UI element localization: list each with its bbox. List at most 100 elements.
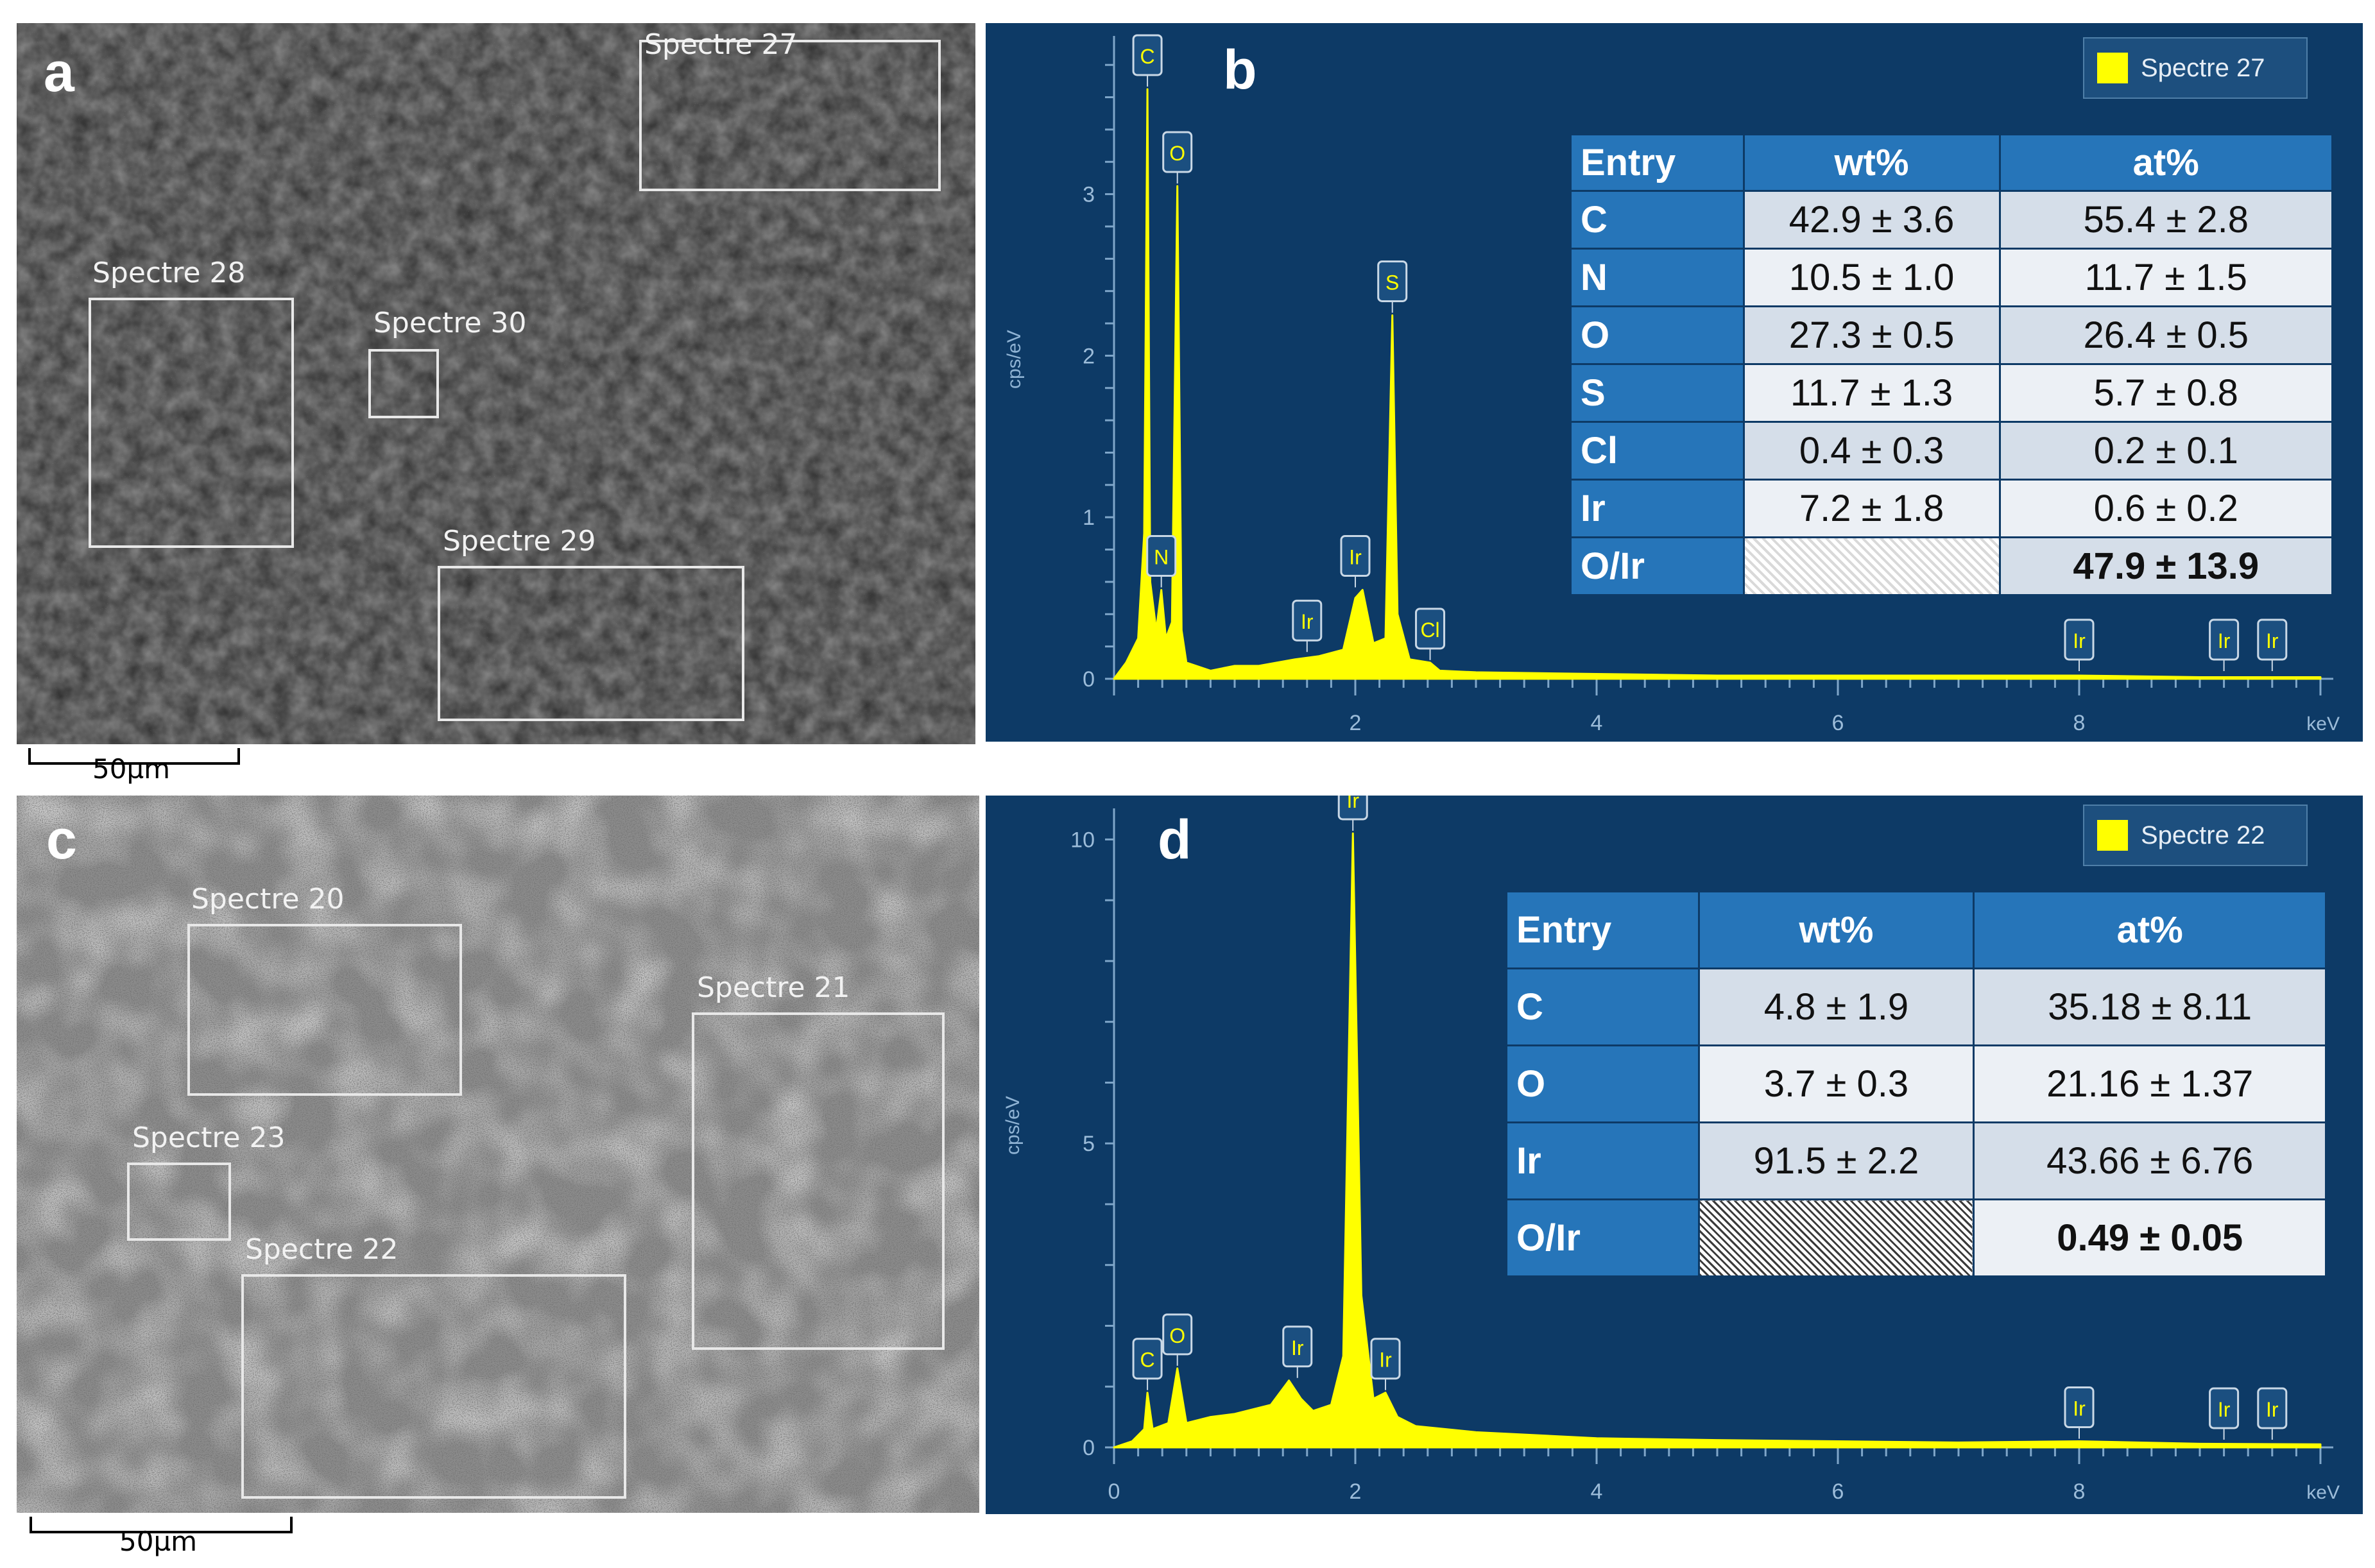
x-tick-label: 4 xyxy=(1591,711,1603,735)
peak-label: C xyxy=(1140,1349,1155,1372)
region-box-spectre-29[interactable] xyxy=(438,566,744,721)
y-tick-label: 5 xyxy=(1083,1132,1095,1156)
region-box-spectre-30[interactable] xyxy=(368,349,439,418)
peak-marker: Ir xyxy=(1337,796,1368,831)
peak-label: Ir xyxy=(2266,1398,2279,1421)
peak-marker-box xyxy=(2257,1387,2288,1429)
region-box-spectre-23[interactable] xyxy=(127,1163,231,1241)
cell-wt-hatched xyxy=(1742,536,2001,596)
eds-panel-d: 0 2 4 6 8 keV 0 5 10 Ir O C Ir Ir Ir Ir Ir d Spectre 22 … xyxy=(986,796,2363,1514)
x-tick-label: 8 xyxy=(2073,711,2086,735)
cell-at: 35.18 ± 8.11 xyxy=(1973,967,2327,1046)
region-box-spectre-28[interactable] xyxy=(89,298,294,548)
table-row: Cl 0.4 ± 0.3 0.2 ± 0.1 xyxy=(1570,421,2334,481)
cell-at: 5.7 ± 0.8 xyxy=(1998,363,2334,423)
peak-marker: C xyxy=(1132,1338,1163,1390)
region-box-spectre-21[interactable] xyxy=(692,1012,945,1350)
peak-marker: S xyxy=(1377,260,1408,313)
composition-table-b: Entry wt% at% C 42.9 ± 3.6 55.4 ± 2.8 N … xyxy=(1570,133,2334,596)
table-row: Ir 91.5 ± 2.2 43.66 ± 6.76 xyxy=(1505,1121,2327,1200)
cell-at: 0.6 ± 0.2 xyxy=(1998,479,2334,538)
x-tick-label: 6 xyxy=(1832,1479,1844,1504)
peak-label: Ir xyxy=(1379,1349,1392,1372)
table-header-row: Entry wt% at% xyxy=(1505,891,2327,969)
composition-table-d: Entry wt% at% C 4.8 ± 1.9 35.18 ± 8.11 O… xyxy=(1505,891,2327,1277)
region-label-spectre-28: Spectre 28 xyxy=(92,257,246,289)
cell-wt: 42.9 ± 3.6 xyxy=(1742,190,2001,250)
peak-label: Ir xyxy=(1346,796,1359,812)
cell-wt: 91.5 ± 2.2 xyxy=(1697,1121,1975,1200)
cell-at: 47.9 ± 13.9 xyxy=(1998,536,2334,596)
x-tick-label: 8 xyxy=(2073,1479,2086,1504)
region-box-spectre-20[interactable] xyxy=(187,924,462,1096)
sem-image-a: a Spectre 27 Spectre 28 Spectre 30 Spect… xyxy=(17,23,975,744)
cell-wt: 7.2 ± 1.8 xyxy=(1742,479,2001,538)
region-box-spectre-22[interactable] xyxy=(241,1274,626,1499)
y-tick-label: 10 xyxy=(1070,828,1095,852)
region-label-spectre-22: Spectre 22 xyxy=(245,1233,399,1266)
y-tick-label: 3 xyxy=(1083,183,1095,207)
cell-entry: O xyxy=(1570,305,1745,365)
peak-marker: Ir xyxy=(2209,1387,2240,1440)
x-tick-label: 4 xyxy=(1591,1479,1603,1504)
cell-wt: 3.7 ± 0.3 xyxy=(1697,1044,1975,1123)
panel-letter-b: b xyxy=(1223,39,1257,101)
x-unit-label: keV xyxy=(2306,713,2340,735)
cell-entry: O/Ir xyxy=(1570,536,1745,596)
x-unit-label: keV xyxy=(2306,1482,2340,1503)
eds-panel-b: 2 4 6 8 keV 0 1 2 3 C O N S Ir Ir Cl Ir Ir Ir b Spectre 27… xyxy=(986,23,2363,742)
panel-letter-a: a xyxy=(44,42,74,103)
legend-label-b: Spectre 27 xyxy=(2141,53,2265,82)
peak-label: Ir xyxy=(2073,629,2086,652)
region-box-spectre-27[interactable] xyxy=(639,40,941,191)
peak-label: Ir xyxy=(2266,629,2279,652)
cell-at: 55.4 ± 2.8 xyxy=(1998,190,2334,250)
scale-bar-c: 50µm xyxy=(30,1517,293,1562)
peak-marker: Ir xyxy=(2209,618,2240,671)
peak-marker-box xyxy=(2257,618,2288,661)
peak-label: Ir xyxy=(2218,629,2231,652)
table-ratio-row: O/Ir 0.49 ± 0.05 xyxy=(1505,1198,2327,1277)
legend-swatch-b xyxy=(2097,53,2128,83)
table-row: C 42.9 ± 3.6 55.4 ± 2.8 xyxy=(1570,190,2334,250)
cell-at: 43.66 ± 6.76 xyxy=(1973,1121,2327,1200)
x-tick-label: 6 xyxy=(1832,711,1844,735)
spectrum-trace xyxy=(1113,832,2322,1449)
sem-texture-c xyxy=(17,796,979,1513)
cell-entry: O xyxy=(1505,1044,1700,1123)
cell-wt: 27.3 ± 0.5 xyxy=(1742,305,2001,365)
header-entry: Entry xyxy=(1505,891,1700,969)
legend-label-d: Spectre 22 xyxy=(2141,821,2265,849)
cell-wt: 4.8 ± 1.9 xyxy=(1697,967,1975,1046)
peak-label: Ir xyxy=(1291,1336,1304,1359)
peak-marker: O xyxy=(1162,1313,1193,1366)
table-row: N 10.5 ± 1.0 11.7 ± 1.5 xyxy=(1570,248,2334,307)
table-ratio-row: O/Ir 47.9 ± 13.9 xyxy=(1570,536,2334,596)
peak-marker: O xyxy=(1162,131,1193,184)
x-tick-label: 2 xyxy=(1350,711,1362,735)
cell-wt: 11.7 ± 1.3 xyxy=(1742,363,2001,423)
peak-marker-box xyxy=(2209,618,2240,661)
peak-marker-box xyxy=(1370,1338,1401,1380)
cell-entry: Ir xyxy=(1505,1121,1700,1200)
peak-marker: Ir xyxy=(2064,618,2095,671)
table-row: O 3.7 ± 0.3 21.16 ± 1.37 xyxy=(1505,1044,2327,1123)
peak-marker: Ir xyxy=(2257,1387,2288,1440)
legend-b: Spectre 27 xyxy=(2083,37,2308,99)
region-label-spectre-23: Spectre 23 xyxy=(132,1121,286,1154)
table-row: S 11.7 ± 1.3 5.7 ± 0.8 xyxy=(1570,363,2334,423)
peak-marker: Ir xyxy=(1340,535,1371,588)
panel-letter-c: c xyxy=(46,809,77,871)
scale-label-a: 50µm xyxy=(92,753,171,785)
table-row: C 4.8 ± 1.9 35.18 ± 8.11 xyxy=(1505,967,2327,1046)
peak-marker: Ir xyxy=(1292,599,1323,652)
region-label-spectre-21: Spectre 21 xyxy=(697,971,850,1004)
cell-at: 0.49 ± 0.05 xyxy=(1973,1198,2327,1277)
y-tick-label: 1 xyxy=(1083,506,1095,530)
peak-label: O xyxy=(1169,1324,1185,1347)
y-axis-label-b: cps/eV xyxy=(1004,330,1025,389)
peak-marker-box xyxy=(1132,34,1163,76)
peak-marker-box xyxy=(1337,796,1368,821)
peak-marker-box xyxy=(1162,1313,1193,1356)
